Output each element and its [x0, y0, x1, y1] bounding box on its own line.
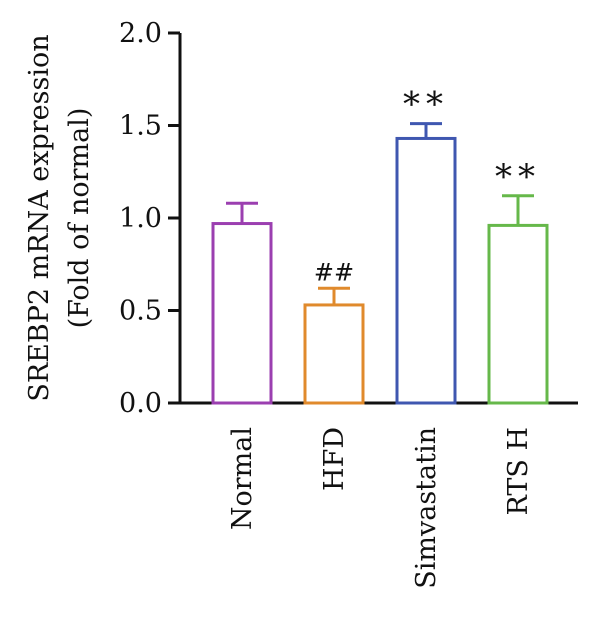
y-ticks: 0.0 0.5 1.0 1.5 2.0 [119, 18, 180, 419]
y-axis-title-line1: SREBP2 mRNA expression [24, 34, 55, 401]
y-tick-label: 1.5 [119, 111, 162, 142]
x-tick-label: HFD [319, 427, 350, 491]
x-tick-label: RTS H [503, 427, 534, 516]
bar-rts-h [487, 223, 549, 405]
significance-label: ** [495, 157, 541, 197]
significance-label: ## [314, 258, 354, 286]
y-tick-label: 0.0 [119, 388, 162, 419]
significance-label: ** [403, 85, 449, 125]
bar-normal [211, 222, 273, 405]
y-axis-title-line2: (Fold of normal) [64, 108, 95, 329]
y-tick-label: 0.5 [119, 296, 162, 327]
x-tick-label: Simvastatin [411, 427, 442, 589]
y-tick-label: 1.0 [119, 203, 162, 234]
bars: ## ** ** [211, 85, 549, 405]
bar-hfd [303, 303, 365, 405]
bar-simvastatin [395, 136, 457, 405]
x-tick-label: Normal [227, 427, 258, 530]
x-tick-labels: Normal HFD Simvastatin RTS H [227, 427, 534, 589]
y-tick-label: 2.0 [119, 18, 162, 49]
